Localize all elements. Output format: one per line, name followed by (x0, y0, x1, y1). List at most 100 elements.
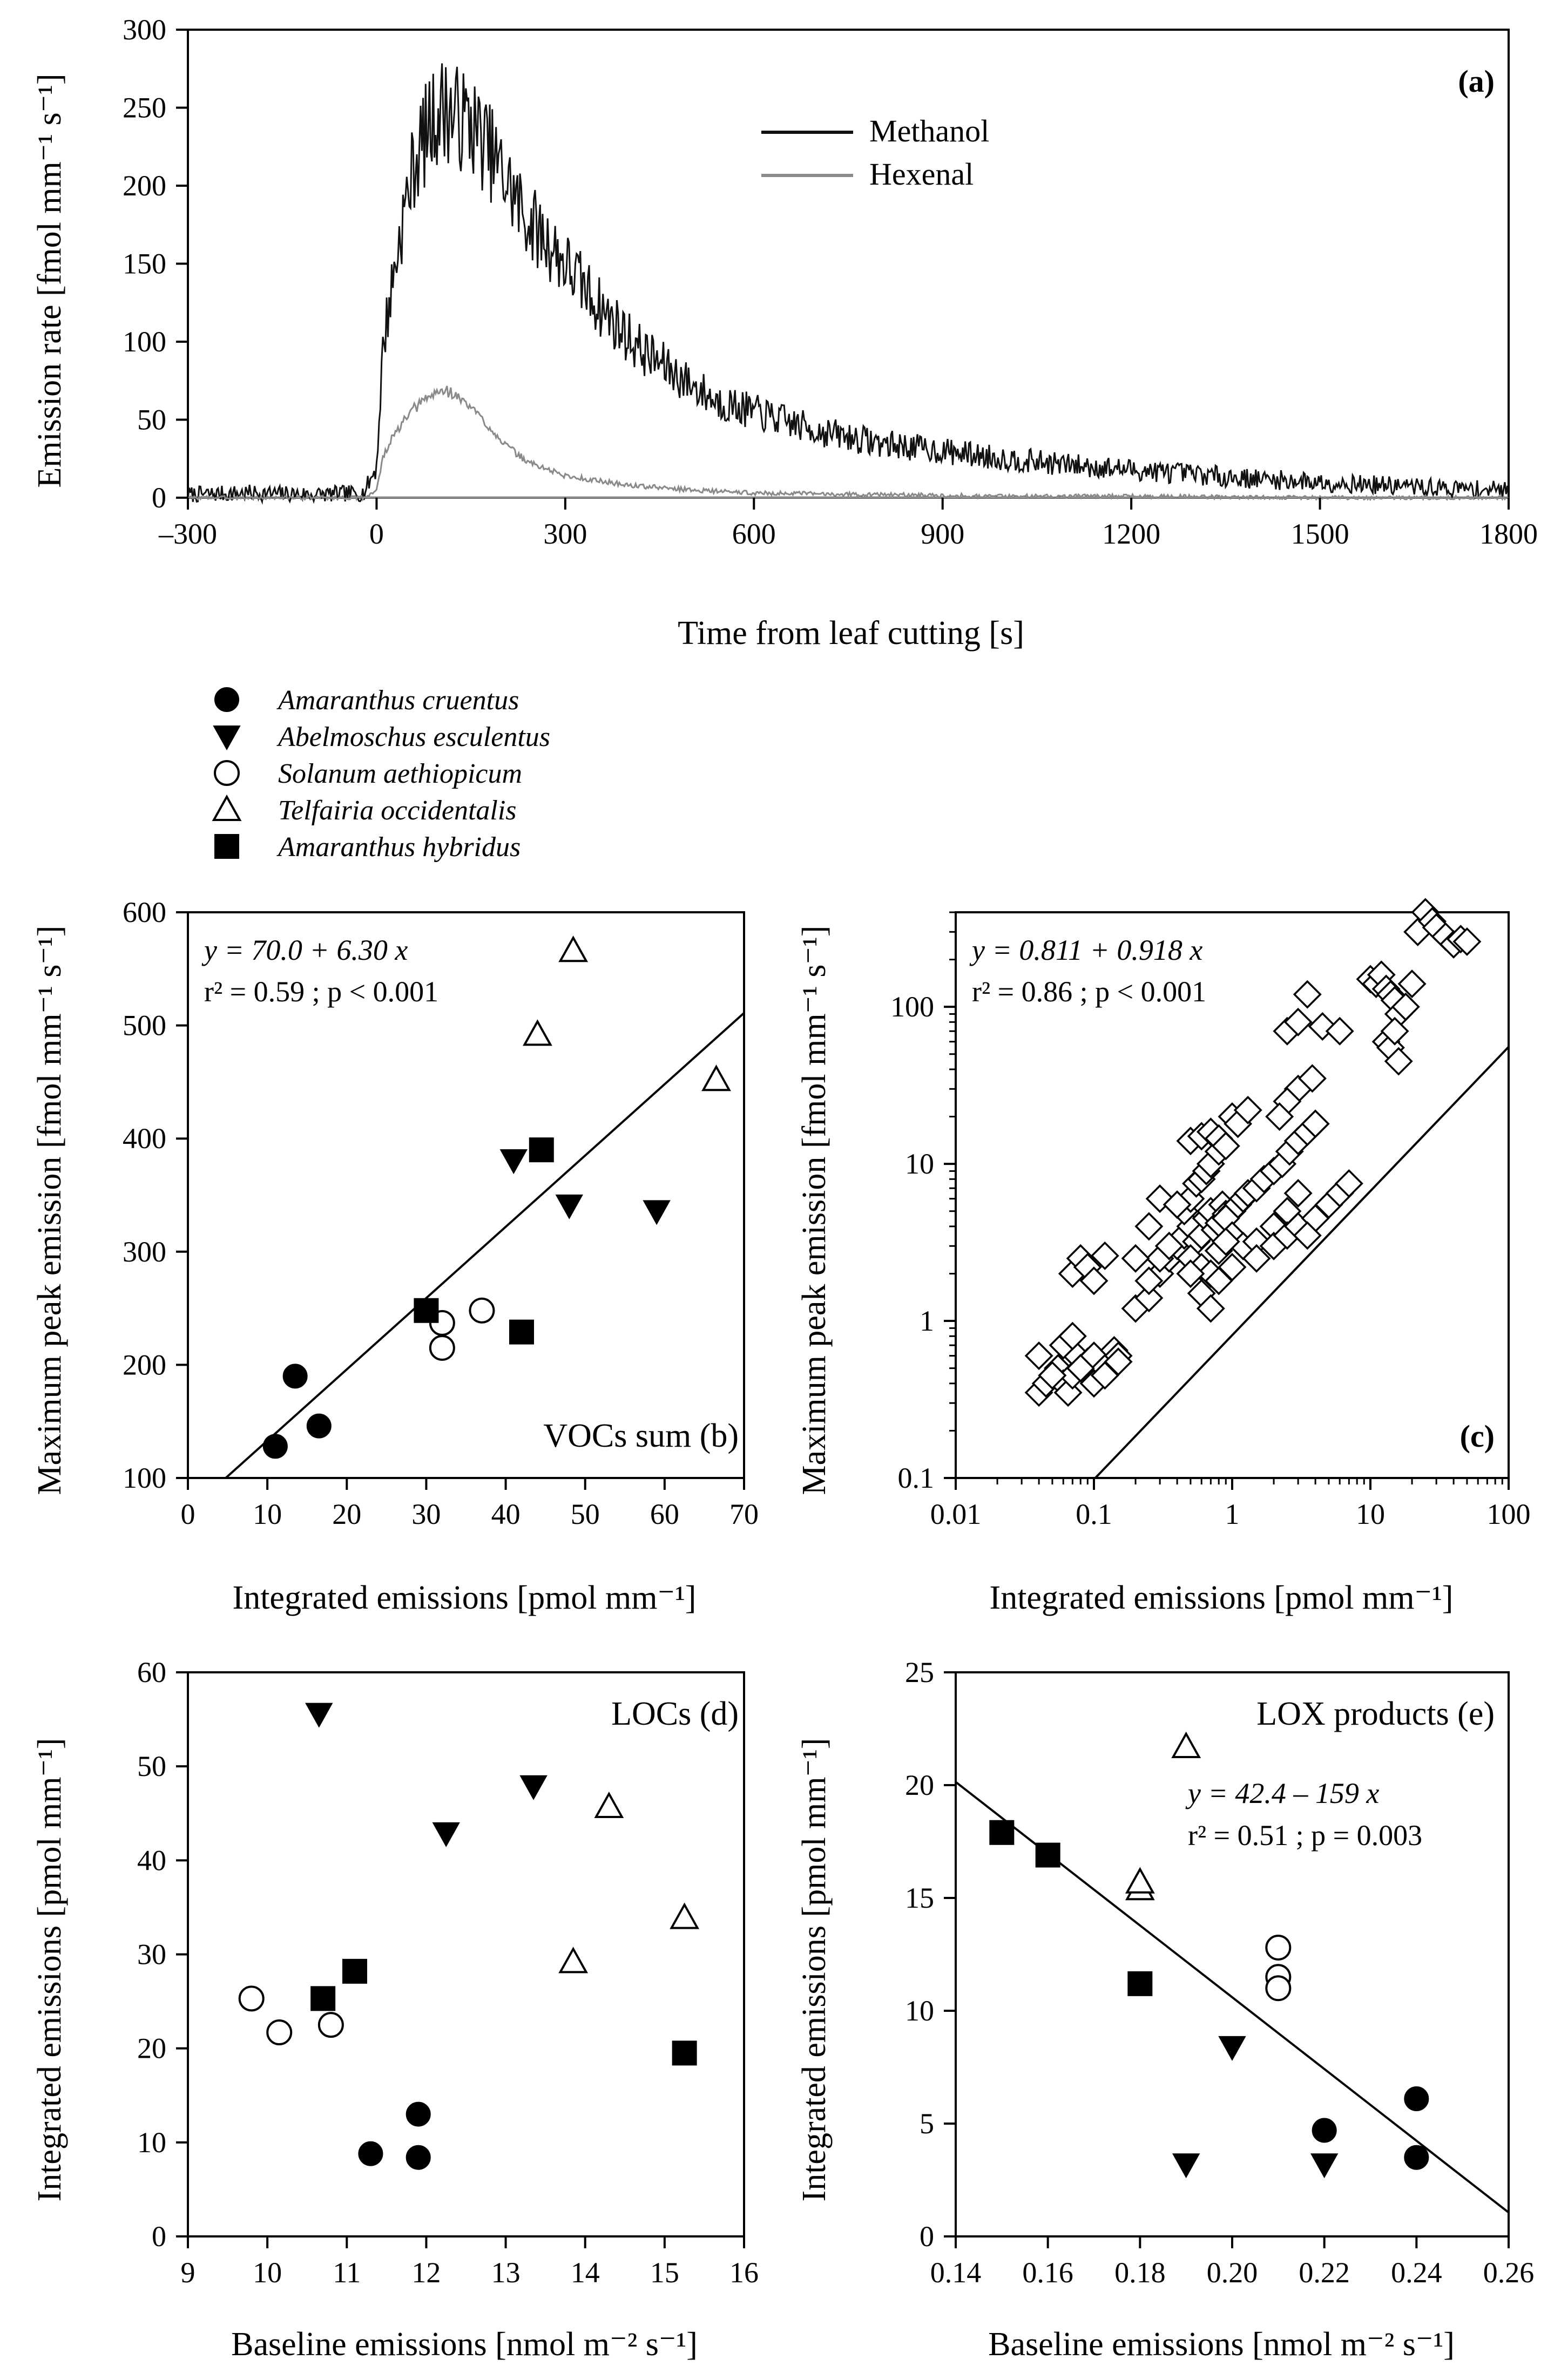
x-tick-label: 40 (491, 1498, 521, 1530)
data-point (523, 1019, 552, 1046)
data-point (1391, 992, 1420, 1021)
data-point (1293, 1221, 1322, 1250)
panel-e-y-axis: 0 5 10 15 20 25 (905, 1656, 956, 2253)
data-point (558, 1947, 589, 1974)
data-point (1066, 1354, 1095, 1383)
panel-b-regression-equation: y = 70.0 + 6.30 x (201, 934, 408, 966)
panel-a-y-axis: 0 50 100 150 200 250 300 (123, 13, 188, 514)
y-tick-label: 0 (152, 2220, 166, 2253)
y-tick-label: 60 (137, 1656, 166, 1689)
x-tick-label: 300 (543, 518, 587, 550)
y-tick-label: 600 (123, 896, 166, 928)
data-point (1325, 1016, 1354, 1046)
x-tick-label: 0.18 (1114, 2256, 1166, 2289)
panel-a-plot-area (187, 29, 1510, 505)
panel-c-y-axis: 0.1 1 10 100 (890, 911, 956, 1494)
y-tick-label: 300 (123, 1236, 166, 1268)
y-tick-label: 150 (123, 248, 166, 280)
y-tick-label: 200 (123, 169, 166, 202)
x-tick-label: 0 (181, 1498, 195, 1530)
x-tick-label: –300 (158, 518, 217, 550)
y-tick-label: 10 (137, 2126, 166, 2159)
panel-d-frame (187, 1671, 745, 2237)
y-tick-label: 10 (905, 1995, 934, 2027)
x-tick-label: 0.20 (1207, 2256, 1258, 2289)
data-point (643, 1200, 671, 1225)
x-tick-label: 16 (729, 2256, 759, 2289)
data-point (1211, 1131, 1240, 1161)
data-point (306, 1413, 332, 1439)
panel-b-x-axis: 0 10 20 30 40 50 60 70 (181, 1478, 759, 1530)
panel-b-x-axis-title: Integrated emissions [pmol mm⁻¹] (233, 1579, 697, 1616)
data-point (414, 1298, 439, 1323)
y-tick-label: 25 (905, 1656, 934, 1689)
x-tick-label: 1200 (1102, 518, 1160, 550)
data-point (529, 1137, 554, 1163)
data-point (519, 1775, 548, 1800)
data-point (1125, 1867, 1155, 1894)
x-tick-label: 13 (491, 2256, 521, 2289)
data-point (558, 935, 589, 962)
data-point (1134, 1266, 1164, 1296)
y-tick-label: 400 (123, 1122, 166, 1155)
data-point (1298, 1064, 1327, 1093)
panel-a-frame (187, 29, 1510, 499)
data-point (1384, 1047, 1413, 1076)
x-tick-label: 0.1 (1076, 1498, 1112, 1530)
panel-d-locs-scatter: 9 10 11 12 13 14 15 16 0 10 20 30 40 50 60 LOCs (d) B… (31, 1656, 759, 2363)
data-point (1310, 2153, 1339, 2179)
x-tick-label: 70 (729, 1498, 759, 1530)
y-tick-label: 50 (137, 404, 166, 436)
data-point (1079, 1266, 1109, 1296)
data-point (1283, 1179, 1313, 1208)
y-tick-label: 100 (123, 326, 166, 358)
panel-a-label: (a) (1458, 64, 1495, 99)
y-tick-label: 0 (152, 482, 166, 514)
panel-d-y-axis-title: Integrated emissions [pmol mm⁻¹] (31, 1738, 68, 2202)
data-point (1024, 1341, 1053, 1371)
data-point (1196, 1294, 1225, 1323)
legend-marker-abelmoschus-esculentus (213, 725, 241, 751)
data-point (1334, 1169, 1363, 1198)
data-point (1090, 1241, 1119, 1270)
data-point (305, 1703, 333, 1728)
y-tick-label: 40 (137, 1844, 166, 1876)
data-point (406, 2101, 431, 2127)
x-tick-label: 20 (332, 1498, 361, 1530)
data-point (238, 1985, 265, 2012)
legend-label-telfairia-occidentalis: Telfairia occidentalis (278, 795, 517, 826)
x-tick-label: 30 (411, 1498, 441, 1530)
data-point (1265, 1102, 1294, 1131)
y-tick-label: 50 (137, 1750, 166, 1782)
legend-label-amaranthus-hybridus: Amaranthus hybridus (276, 832, 521, 863)
data-point (1242, 1244, 1271, 1273)
x-tick-label: 1 (1225, 1498, 1240, 1530)
panel-d-y-axis: 0 10 20 30 40 50 60 (137, 1656, 188, 2253)
x-tick-label: 0.26 (1483, 2256, 1535, 2289)
data-point (1283, 1007, 1313, 1036)
series-line-hexenal (187, 385, 1510, 502)
data-point (1127, 1971, 1153, 1996)
data-point (1154, 1231, 1184, 1260)
panel-d-x-axis-title: Baseline emissions [nmol m⁻² s⁻¹] (231, 2326, 698, 2363)
data-point (310, 1986, 336, 2011)
x-tick-label: 0.24 (1391, 2256, 1442, 2289)
data-point (1163, 1190, 1192, 1219)
x-tick-label: 11 (333, 2256, 361, 2289)
data-point (1233, 1096, 1262, 1124)
x-tick-label: 0.01 (930, 1498, 982, 1530)
x-tick-label: 60 (650, 1498, 679, 1530)
legend-label-methanol: Methanol (869, 113, 989, 148)
panel-c-plot-area (955, 898, 1510, 1479)
x-tick-label: 0.16 (1022, 2256, 1073, 2289)
x-tick-label: 10 (1356, 1498, 1385, 1530)
y-tick-label: 20 (137, 2032, 166, 2065)
y-tick-label: 500 (123, 1009, 166, 1042)
panel-e-lox-products-scatter: 0.14 0.16 0.18 0.20 0.22 0.24 0.26 0510152025 … (796, 1656, 1534, 2363)
panel-d-label: LOCs (d) (611, 1696, 739, 1732)
data-point (594, 1791, 624, 1819)
data-point (317, 2012, 344, 2038)
legend-marker-telfairia-occidentalis (212, 794, 242, 821)
legend-marker-solanum-aethiopicum (214, 760, 240, 786)
